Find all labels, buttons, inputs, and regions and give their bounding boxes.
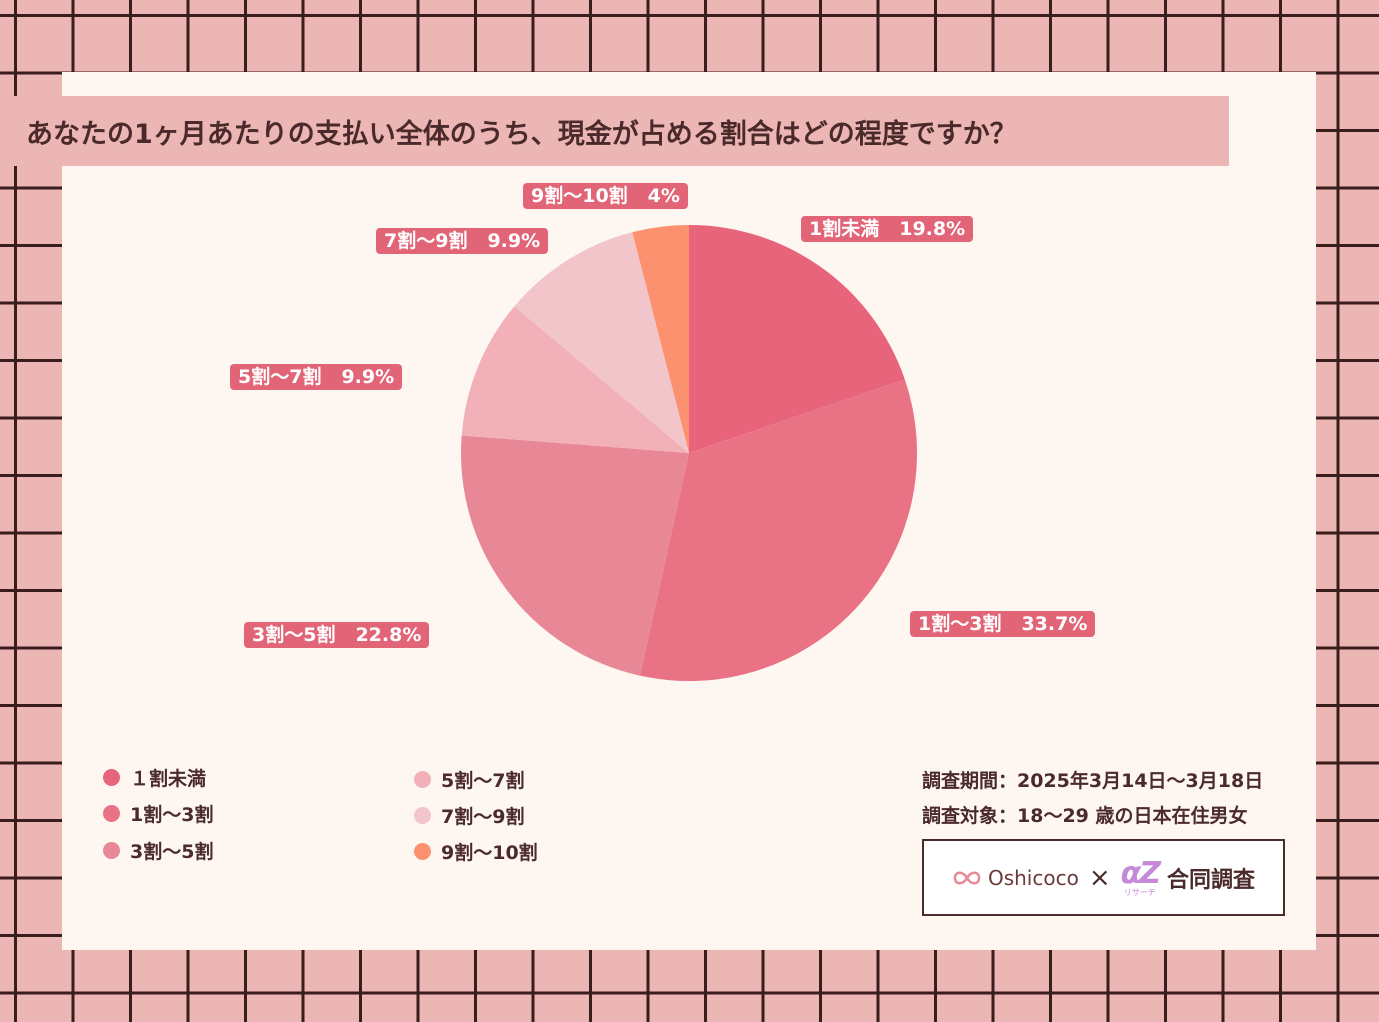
title-band: あなたの1ヶ月あたりの支払い全体のうち、現金が占める割合はどの程度ですか？ [0, 96, 1229, 166]
az-brand-sub: リサーチ [1123, 887, 1156, 897]
slice-label: 3割〜5割 22.8% [244, 622, 430, 648]
joint-survey-label: 合同調査 [1167, 867, 1256, 893]
legend-item: １割未満 [103, 764, 206, 791]
slice-label-value: 33.7% [1021, 613, 1088, 635]
pie-slice [514, 232, 689, 453]
slice-label-category: 3割〜5割 [252, 624, 336, 646]
separator-cross: × [1088, 862, 1111, 893]
slice-label: 1割〜3割 33.7% [910, 611, 1096, 637]
legend-item: 7割〜9割 [414, 802, 524, 829]
legend-swatch [103, 769, 120, 786]
legend-swatch [414, 843, 431, 860]
slice-label-value: 9.9% [487, 230, 541, 252]
legend-item: 3割〜5割 [103, 837, 213, 864]
pie-slice [461, 435, 689, 676]
slice-label-value: 9.9% [341, 366, 395, 388]
oshicoco-logo-icon [953, 871, 981, 884]
survey-target: 調査対象：18〜29 歳の日本在住男女 [922, 805, 1248, 827]
legend-item: 5割〜7割 [414, 766, 524, 793]
survey-period: 調査期間：2025年3月14日〜3月18日 [922, 770, 1264, 792]
slice-label-category: 1割未満 [809, 218, 880, 240]
legend-swatch [103, 805, 120, 822]
legend-label: 7割〜9割 [441, 806, 525, 828]
slice-label: 1割未満 19.8% [801, 216, 974, 242]
slice-label: 5割〜7割 9.9% [230, 364, 403, 390]
slice-label-category: 5割〜7割 [238, 366, 322, 388]
az-logo: αZ リサーチ [1120, 855, 1161, 897]
logo-box: Oshicoco × αZ リサーチ 合同調査 [922, 839, 1285, 916]
slice-label-value: 19.8% [899, 218, 966, 240]
chart-title: あなたの1ヶ月あたりの支払い全体のうち、現金が占める割合はどの程度ですか？ [26, 118, 1017, 150]
slice-label: 7割〜9割 9.9% [376, 228, 549, 254]
legend-label: 5割〜7割 [441, 770, 525, 792]
legend-item: 9割〜10割 [414, 838, 538, 865]
legend-swatch [414, 771, 431, 788]
oshicoco-brand: Oshicoco [987, 865, 1079, 890]
legend-label: 3割〜5割 [130, 841, 214, 863]
legend-swatch [103, 842, 120, 859]
legend-label: 9割〜10割 [441, 842, 538, 864]
pie-slice [689, 225, 905, 453]
slice-label-category: 9割〜10割 [531, 185, 628, 207]
legend-label: １割未満 [130, 768, 207, 790]
pie-slice [640, 379, 917, 681]
slice-label-category: 1割〜3割 [918, 613, 1002, 635]
slice-label-category: 7割〜9割 [384, 230, 468, 252]
slice-label: 9割〜10割 4% [523, 183, 688, 209]
pie-slice [632, 225, 689, 453]
pie-slice [461, 306, 689, 453]
legend-label: 1割〜3割 [130, 804, 214, 826]
slice-label-value: 22.8% [355, 624, 422, 646]
az-brand: αZ [1120, 855, 1161, 891]
legend-item: 1割〜3割 [103, 800, 213, 827]
legend-swatch [414, 807, 431, 824]
slice-label-value: 4% [647, 185, 680, 207]
